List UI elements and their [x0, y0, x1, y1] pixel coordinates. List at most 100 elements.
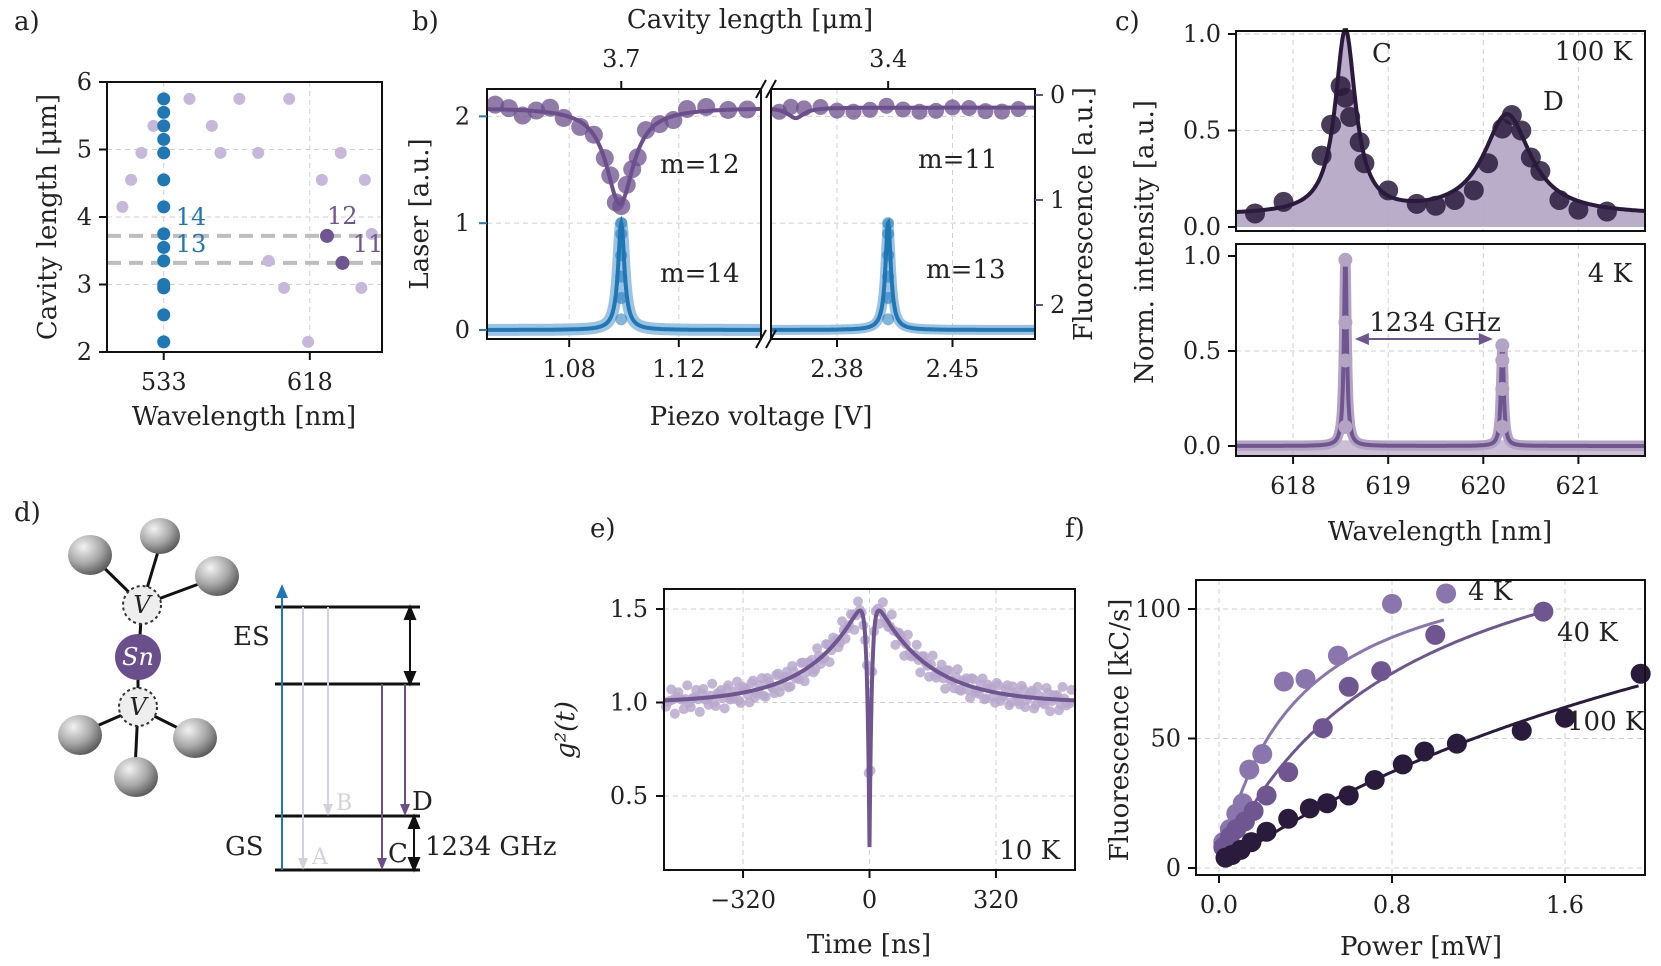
b-top-tick-label: 3.7	[602, 45, 640, 73]
transition-label-c: C	[388, 839, 408, 869]
f-point-1	[1533, 601, 1554, 622]
chart-e-xlabel: Time [ns]	[807, 930, 931, 960]
f-point-0	[1327, 645, 1348, 666]
b-laser-point	[615, 313, 628, 326]
f-point-0	[1382, 593, 1402, 614]
e-data-point	[968, 674, 979, 685]
c-top-point	[1340, 106, 1361, 127]
a-laser-mode-point	[157, 132, 171, 146]
c-top-point	[1463, 180, 1484, 201]
a-laser-mode-point	[157, 308, 171, 322]
b-fluorescence-point	[895, 101, 911, 118]
axis-break-mark	[765, 79, 777, 99]
a-ytick-label: 2	[77, 338, 92, 366]
b-fluorescence-point	[664, 111, 683, 130]
f-point-1	[1312, 718, 1333, 739]
mode-number-label: 13	[176, 230, 207, 258]
b-laser-point	[882, 249, 895, 262]
transition-label-a: A	[311, 845, 329, 870]
b-fluorescence-point	[617, 175, 636, 194]
b-fluorescence-point	[1010, 100, 1027, 117]
b-ytick-right-label: 1	[1050, 186, 1065, 214]
b-fluorescence-point	[678, 99, 697, 118]
a-laser-mode-point	[157, 92, 171, 106]
a-fluo-mode-point	[365, 227, 378, 240]
b-fluorescence-point	[499, 99, 518, 118]
c-top-point	[1511, 120, 1532, 141]
b-ytick-right-label: 0	[1050, 81, 1065, 109]
a-highlight-point	[335, 255, 350, 270]
c-ytick-label: 0.0	[1183, 213, 1221, 241]
c-xtick-label: 619	[1365, 472, 1411, 500]
series-label-4k: 4 K	[1468, 577, 1513, 607]
b-fluorescence-point	[513, 106, 532, 125]
a-ytick-label: 6	[77, 68, 92, 96]
c-top-point	[1425, 195, 1446, 216]
a-fluo-mode-point	[125, 173, 138, 186]
series-label-100k: 100 K	[1567, 707, 1645, 737]
a-laser-mode-point	[157, 335, 171, 349]
e-data-point	[940, 683, 951, 694]
b-fluorescence-point	[961, 99, 977, 116]
b-xtick-label: 2.45	[926, 355, 979, 383]
e-data-point	[799, 676, 810, 687]
temp-label-4k: 4 K	[1588, 259, 1633, 289]
a-highlight-point	[320, 228, 334, 243]
e-data-point	[707, 678, 718, 689]
chart-f: 0.0 0.8 1.6 0 50 100 4 K 40 K 100 K Power [mW…	[1105, 577, 1651, 962]
c-bottom-point	[1338, 353, 1353, 368]
panel-label-a: a)	[14, 7, 40, 37]
panel-label-c: c)	[1115, 7, 1140, 37]
c-splitting-arrow-head	[1478, 333, 1493, 345]
c-top-point	[1245, 203, 1266, 224]
a-fluo-mode-point	[358, 173, 371, 186]
c-bottom-point	[1495, 353, 1510, 368]
c-xtick-label: 620	[1460, 472, 1506, 500]
f-ytick-label: 0	[1166, 854, 1181, 882]
f-point-2	[1511, 720, 1532, 741]
b-fluorescence-point	[862, 101, 878, 118]
f-point-2	[1555, 707, 1575, 728]
b-fluorescence-point	[796, 100, 812, 117]
gs-splitting-label: 1234 GHz	[425, 832, 557, 862]
transition-a	[298, 607, 308, 870]
a-fluo-mode-point	[302, 335, 315, 348]
mode-label-m12: m=12	[660, 150, 740, 180]
c-top-point	[1273, 191, 1294, 212]
c-bottom-point	[1495, 382, 1510, 396]
c-ytick-label: 0.0	[1183, 432, 1221, 460]
c-ytick-label: 0.5	[1183, 337, 1221, 365]
carbon-atom-5	[173, 718, 217, 758]
c-bottom-data	[1231, 253, 1650, 451]
b-laser-point	[882, 217, 895, 230]
a-xtick-label: 618	[287, 368, 333, 396]
c-ytick-label: 1.0	[1183, 20, 1221, 48]
b-fluorescence-point	[911, 103, 928, 120]
a-fluo-mode-point	[205, 119, 218, 132]
e-data-point	[952, 664, 963, 675]
e-data-point	[1045, 706, 1056, 717]
panel-label-d: d)	[14, 498, 41, 528]
b-fluorescence-point	[628, 148, 647, 167]
a-fluo-mode-point	[233, 92, 246, 105]
c-top-point	[1335, 87, 1356, 108]
f-point-2	[1299, 798, 1320, 819]
f-point-1	[1243, 801, 1264, 822]
e-data-point	[698, 683, 709, 694]
f-point-1	[1338, 676, 1359, 697]
a-laser-mode-point	[157, 227, 171, 241]
a-fluo-mode-point	[116, 200, 129, 213]
c-top-point	[1406, 193, 1427, 214]
chart-b-ylabel-right: Fluorescence [a.u.]	[1069, 87, 1099, 341]
c-ytick-label: 1.0	[1183, 242, 1221, 270]
b-ytick-left-label: 2	[455, 102, 470, 130]
a-laser-mode-point	[157, 200, 171, 214]
panel-label-e: e)	[590, 514, 616, 544]
f-point-2	[1338, 785, 1359, 806]
vacancy-bottom-label: V	[129, 693, 149, 721]
f-point-0	[1436, 583, 1457, 604]
vacancy-bottom	[118, 687, 158, 727]
b-fluorescence-point	[636, 121, 655, 140]
a-fluo-mode-point	[315, 173, 328, 186]
